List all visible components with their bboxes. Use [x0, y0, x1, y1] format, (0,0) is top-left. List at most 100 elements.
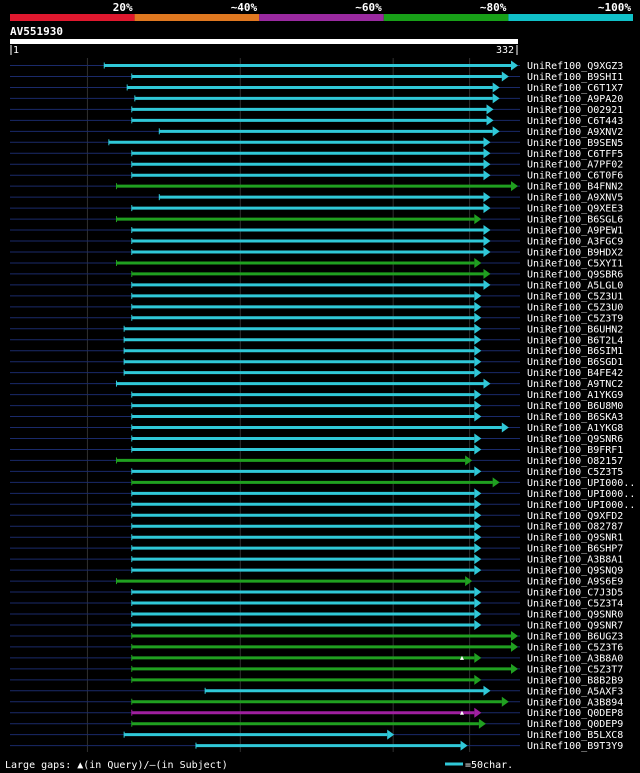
- hit-label[interactable]: UniRef100_Q0DEP8: [527, 708, 623, 719]
- hit-row[interactable]: UniRef100_A9TNC2: [10, 378, 623, 391]
- hit-row[interactable]: UniRef100_UPI000..: [10, 477, 635, 489]
- hit-row[interactable]: UniRef100_Q9XEE3: [10, 203, 623, 215]
- hit-row[interactable]: UniRef100_A3B8A0: [10, 652, 623, 665]
- hit-label[interactable]: UniRef100_C5Z3U0: [527, 302, 623, 313]
- hit-row[interactable]: UniRef100_Q0DEP8: [10, 707, 623, 720]
- hit-row[interactable]: UniRef100_A3B8A1: [10, 554, 623, 566]
- hit-label[interactable]: UniRef100_B4FE42: [527, 368, 623, 379]
- hit-row[interactable]: UniRef100_A9PEW1: [10, 225, 623, 237]
- hit-row[interactable]: UniRef100_C6T0F6: [10, 170, 623, 182]
- hit-row[interactable]: UniRef100_B6SGD1: [10, 356, 623, 369]
- hit-label[interactable]: UniRef100_B6UGZ3: [527, 631, 623, 642]
- hit-row[interactable]: UniRef100_B6UGZ3: [10, 630, 623, 643]
- hit-label[interactable]: UniRef100_Q9SNR6: [527, 434, 623, 445]
- hit-row[interactable]: UniRef100_B6T2L4: [10, 334, 623, 347]
- hit-row[interactable]: UniRef100_C5XYI1: [10, 257, 623, 270]
- hit-row[interactable]: UniRef100_B9HDX2: [10, 246, 623, 258]
- hit-label[interactable]: UniRef100_Q9SNR0: [527, 610, 623, 621]
- hit-label[interactable]: UniRef100_Q9SBR6: [527, 269, 623, 280]
- hit-row[interactable]: UniRef100_C5Z3U1: [10, 290, 623, 303]
- hit-row[interactable]: UniRef100_A5AXF3: [10, 685, 623, 698]
- hit-label[interactable]: UniRef100_A1YKG8: [527, 423, 623, 434]
- hit-label[interactable]: UniRef100_A9S6E9: [527, 577, 623, 588]
- hit-label[interactable]: UniRef100_Q9XFD2: [527, 511, 623, 522]
- hit-row[interactable]: UniRef100_B9SHI1: [10, 71, 623, 83]
- hit-label[interactable]: UniRef100_Q9SNR1: [527, 533, 623, 544]
- hit-row[interactable]: UniRef100_B6SKA3: [10, 411, 623, 424]
- hit-label[interactable]: UniRef100_A3B8A1: [527, 555, 623, 566]
- hit-label[interactable]: UniRef100_A9XNV5: [527, 193, 623, 204]
- hit-label[interactable]: UniRef100_C5Z3T5: [527, 467, 623, 478]
- hit-label[interactable]: UniRef100_A3B8A0: [527, 653, 623, 664]
- hit-label[interactable]: UniRef100_A5AXF3: [527, 686, 623, 697]
- hit-row[interactable]: UniRef100_A3FGC9: [10, 236, 623, 248]
- hit-label[interactable]: UniRef100_B9HDX2: [527, 247, 623, 258]
- hit-label[interactable]: UniRef100_B5LXC8: [527, 730, 623, 741]
- hit-label[interactable]: UniRef100_C5Z3T7: [527, 664, 623, 675]
- hit-row[interactable]: UniRef100_O02921: [10, 104, 623, 116]
- hit-row[interactable]: UniRef100_A1YKG9: [10, 389, 623, 402]
- hit-row[interactable]: UniRef100_C7J3D5: [10, 587, 623, 599]
- hit-label[interactable]: UniRef100_Q9XEE3: [527, 204, 623, 215]
- hit-row[interactable]: UniRef100_Q9SNR7: [10, 619, 623, 632]
- hit-row[interactable]: UniRef100_B8B2B9: [10, 674, 623, 687]
- hit-label[interactable]: UniRef100_B6SHP7: [527, 544, 623, 555]
- hit-label[interactable]: UniRef100_C5Z3T4: [527, 599, 623, 610]
- hit-label[interactable]: UniRef100_C6T443: [527, 116, 623, 127]
- hit-row[interactable]: UniRef100_A9PA20: [10, 93, 623, 105]
- hit-label[interactable]: UniRef100_B9T3Y9: [527, 741, 623, 752]
- hit-row[interactable]: UniRef100_C6TFF5: [10, 148, 623, 160]
- hit-row[interactable]: UniRef100_B4FE42: [10, 367, 623, 380]
- hit-row[interactable]: UniRef100_UPI000..: [10, 499, 635, 511]
- hit-label[interactable]: UniRef100_A7PF02: [527, 160, 623, 171]
- hit-label[interactable]: UniRef100_B8B2B9: [527, 675, 623, 686]
- hit-label[interactable]: UniRef100_B9FRF1: [527, 445, 623, 456]
- hit-row[interactable]: UniRef100_C6T1X7: [10, 82, 623, 94]
- hit-label[interactable]: UniRef100_A3FGC9: [527, 237, 623, 248]
- hit-row[interactable]: UniRef100_Q9SNR1: [10, 532, 623, 544]
- hit-label[interactable]: UniRef100_B6U8M0: [527, 401, 623, 412]
- hit-row[interactable]: UniRef100_C6T443: [10, 115, 623, 127]
- hit-row[interactable]: UniRef100_Q9SNQ9: [10, 565, 623, 577]
- hit-row[interactable]: UniRef100_Q9SNR0: [10, 609, 623, 621]
- hit-row[interactable]: UniRef100_B9FRF1: [10, 444, 623, 456]
- hit-label[interactable]: UniRef100_Q0DEP9: [527, 719, 623, 730]
- hit-row[interactable]: UniRef100_B6U8M0: [10, 400, 623, 413]
- hit-label[interactable]: UniRef100_C7J3D5: [527, 588, 623, 599]
- hit-row[interactable]: UniRef100_C5Z3T7: [10, 663, 623, 676]
- hit-label[interactable]: UniRef100_A3B894: [527, 697, 623, 708]
- hit-label[interactable]: UniRef100_B6SKA3: [527, 412, 623, 423]
- hit-row[interactable]: UniRef100_B6SIM1: [10, 345, 623, 358]
- hit-label[interactable]: UniRef100_B6T2L4: [527, 335, 623, 346]
- hit-label[interactable]: UniRef100_B6SGL6: [527, 215, 623, 226]
- hit-label[interactable]: UniRef100_Q9SNQ9: [527, 566, 623, 577]
- hit-label[interactable]: UniRef100_C6TFF5: [527, 149, 623, 160]
- hit-row[interactable]: UniRef100_A9XNV5: [10, 192, 623, 204]
- hit-row[interactable]: UniRef100_Q9XGZ3: [10, 60, 623, 73]
- hit-row[interactable]: UniRef100_B6SGL6: [10, 214, 623, 226]
- hit-label[interactable]: UniRef100_UPI000..: [527, 489, 635, 500]
- hit-row[interactable]: UniRef100_B9T3Y9: [10, 740, 623, 753]
- hit-label[interactable]: UniRef100_A9PEW1: [527, 226, 623, 237]
- hit-row[interactable]: UniRef100_Q9SNR6: [10, 433, 623, 445]
- hit-label[interactable]: UniRef100_C6T1X7: [527, 83, 623, 94]
- hit-row[interactable]: UniRef100_C5Z3T5: [10, 466, 623, 478]
- hit-row[interactable]: UniRef100_A5LGL0: [10, 279, 623, 292]
- hit-row[interactable]: UniRef100_A1YKG8: [10, 422, 623, 435]
- hit-row[interactable]: UniRef100_Q9XFD2: [10, 510, 623, 522]
- hit-row[interactable]: UniRef100_C5Z3U0: [10, 301, 623, 314]
- hit-row[interactable]: UniRef100_Q9SBR6: [10, 268, 623, 281]
- hit-row[interactable]: UniRef100_B9SEN5: [10, 137, 623, 149]
- hit-row[interactable]: UniRef100_A3B894: [10, 696, 623, 709]
- hit-label[interactable]: UniRef100_UPI000..: [527, 478, 635, 489]
- hit-label[interactable]: UniRef100_C5Z3U1: [527, 291, 623, 302]
- hit-row[interactable]: UniRef100_O82787: [10, 521, 623, 533]
- hit-row[interactable]: UniRef100_UPI000..: [10, 488, 635, 500]
- hit-row[interactable]: UniRef100_A9S6E9: [10, 576, 623, 588]
- hit-row[interactable]: UniRef100_B5LXC8: [10, 729, 623, 742]
- hit-label[interactable]: UniRef100_A5LGL0: [527, 280, 623, 291]
- hit-row[interactable]: UniRef100_O82157: [10, 455, 623, 467]
- hit-row[interactable]: UniRef100_B4FNN2: [10, 181, 623, 193]
- hit-row[interactable]: UniRef100_C5Z3T9: [10, 312, 623, 325]
- hit-row[interactable]: UniRef100_A7PF02: [10, 159, 623, 171]
